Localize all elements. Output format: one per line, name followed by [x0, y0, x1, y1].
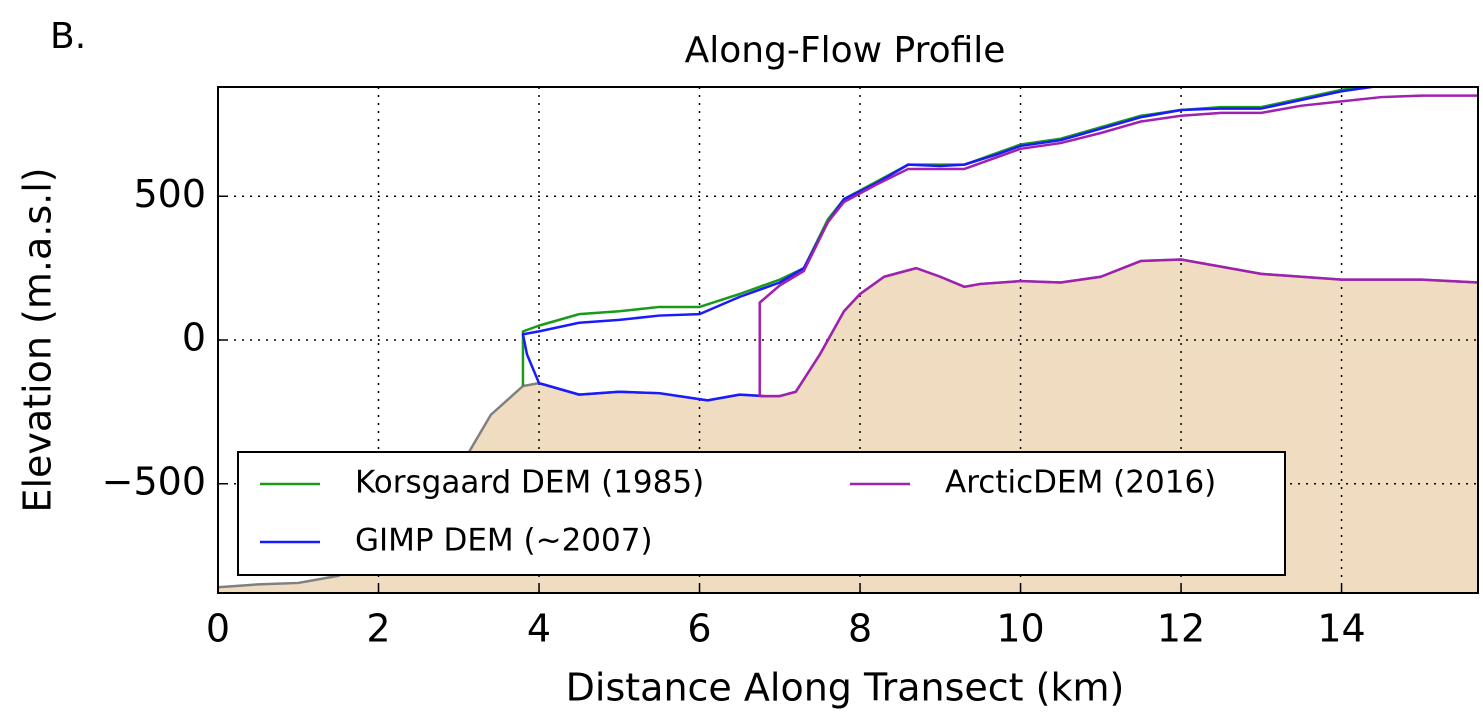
y-axis-label: Elevation (m.a.s.l) [16, 167, 60, 512]
y-tick-label: 500 [133, 172, 206, 216]
legend-box [237, 451, 1286, 576]
x-tick-label: 4 [527, 607, 551, 651]
y-tick-label: −500 [102, 459, 206, 503]
y-tick-label: 0 [182, 316, 206, 360]
legend-label: Korsgaard DEM (1985) [355, 465, 704, 501]
series-line [758, 94, 1478, 398]
x-tick-label: 6 [687, 607, 711, 651]
x-tick-label: 12 [1157, 607, 1205, 651]
x-tick-label: 14 [1317, 607, 1365, 651]
chart-title: Along-Flow Profile [685, 30, 1006, 71]
x-axis-label: Distance Along Transect (km) [566, 666, 1125, 710]
x-tick-label: 8 [848, 607, 872, 651]
x-tick-label: 0 [206, 607, 230, 651]
panel-label: B. [50, 16, 86, 57]
x-tick-label: 10 [996, 607, 1044, 651]
legend-label: ArcticDEM (2016) [945, 465, 1216, 501]
axes: 0 2 4 6 8 10 12 14 −500 0 500 Korsgaard DEM (1985) G… [102, 86, 1479, 651]
legend-label: GIMP DEM (~2007) [355, 523, 653, 559]
x-tick-label: 2 [366, 607, 390, 651]
